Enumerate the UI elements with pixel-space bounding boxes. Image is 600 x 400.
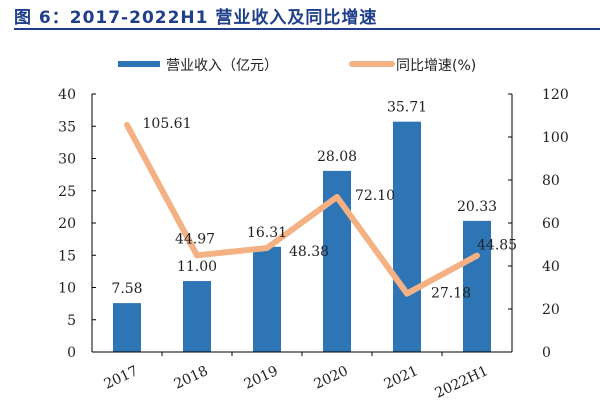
- left-tick-label: 0: [67, 345, 76, 361]
- right-tick-label: 60: [542, 216, 560, 232]
- legend-bar-swatch: [118, 61, 160, 67]
- bar-value-label: 20.33: [457, 199, 497, 215]
- right-tick-label: 40: [542, 259, 560, 275]
- left-tick-label: 35: [58, 119, 76, 135]
- right-tick-label: 0: [542, 345, 551, 361]
- bar-value-label: 7.58: [111, 281, 142, 297]
- x-tick-label: 2021: [382, 363, 421, 393]
- bar-2019: [253, 246, 281, 352]
- right-tick-label: 120: [542, 87, 569, 103]
- chart-title: 图 6：2017-2022H1 营业收入及同比增速: [14, 8, 378, 28]
- line-value-label: 72.10: [355, 188, 395, 204]
- left-tick-label: 20: [58, 216, 76, 232]
- right-tick-label: 80: [542, 173, 560, 189]
- left-tick-label: 10: [58, 281, 76, 297]
- bar-2018: [183, 281, 211, 352]
- bar-value-label: 11.00: [177, 259, 217, 275]
- x-tick-label: 2020: [312, 363, 351, 393]
- bar-2017: [113, 303, 141, 352]
- left-tick-label: 30: [58, 152, 76, 168]
- x-tick-label: 2018: [172, 363, 211, 393]
- bar-value-label: 28.08: [317, 149, 357, 165]
- bar-2021: [393, 121, 421, 352]
- line-value-label: 105.61: [143, 116, 192, 132]
- left-tick-label: 40: [58, 87, 76, 103]
- x-tick-label: 2022H1: [432, 363, 490, 400]
- left-tick-label: 15: [58, 248, 76, 264]
- growth-line: [124, 121, 480, 297]
- left-tick-label: 25: [58, 184, 76, 200]
- line-value-label: 44.85: [477, 238, 517, 254]
- bar-2022H1: [463, 220, 491, 352]
- x-tick-label: 2017: [102, 363, 141, 393]
- line-value-label: 48.38: [289, 244, 329, 260]
- legend-line-label: 同比增速(%): [396, 58, 476, 74]
- x-tick-label: 2019: [242, 363, 281, 393]
- legend-bar-label: 营业收入（亿元）: [166, 58, 278, 74]
- line-value-label: 44.97: [175, 231, 215, 247]
- bar-value-label: 35.71: [387, 100, 427, 116]
- bar-value-label: 16.31: [247, 225, 287, 241]
- right-tick-label: 20: [542, 302, 560, 318]
- line-value-label: 27.18: [431, 286, 471, 302]
- right-tick-label: 100: [542, 130, 569, 146]
- left-tick-label: 5: [67, 313, 76, 329]
- title-underline: [14, 28, 600, 30]
